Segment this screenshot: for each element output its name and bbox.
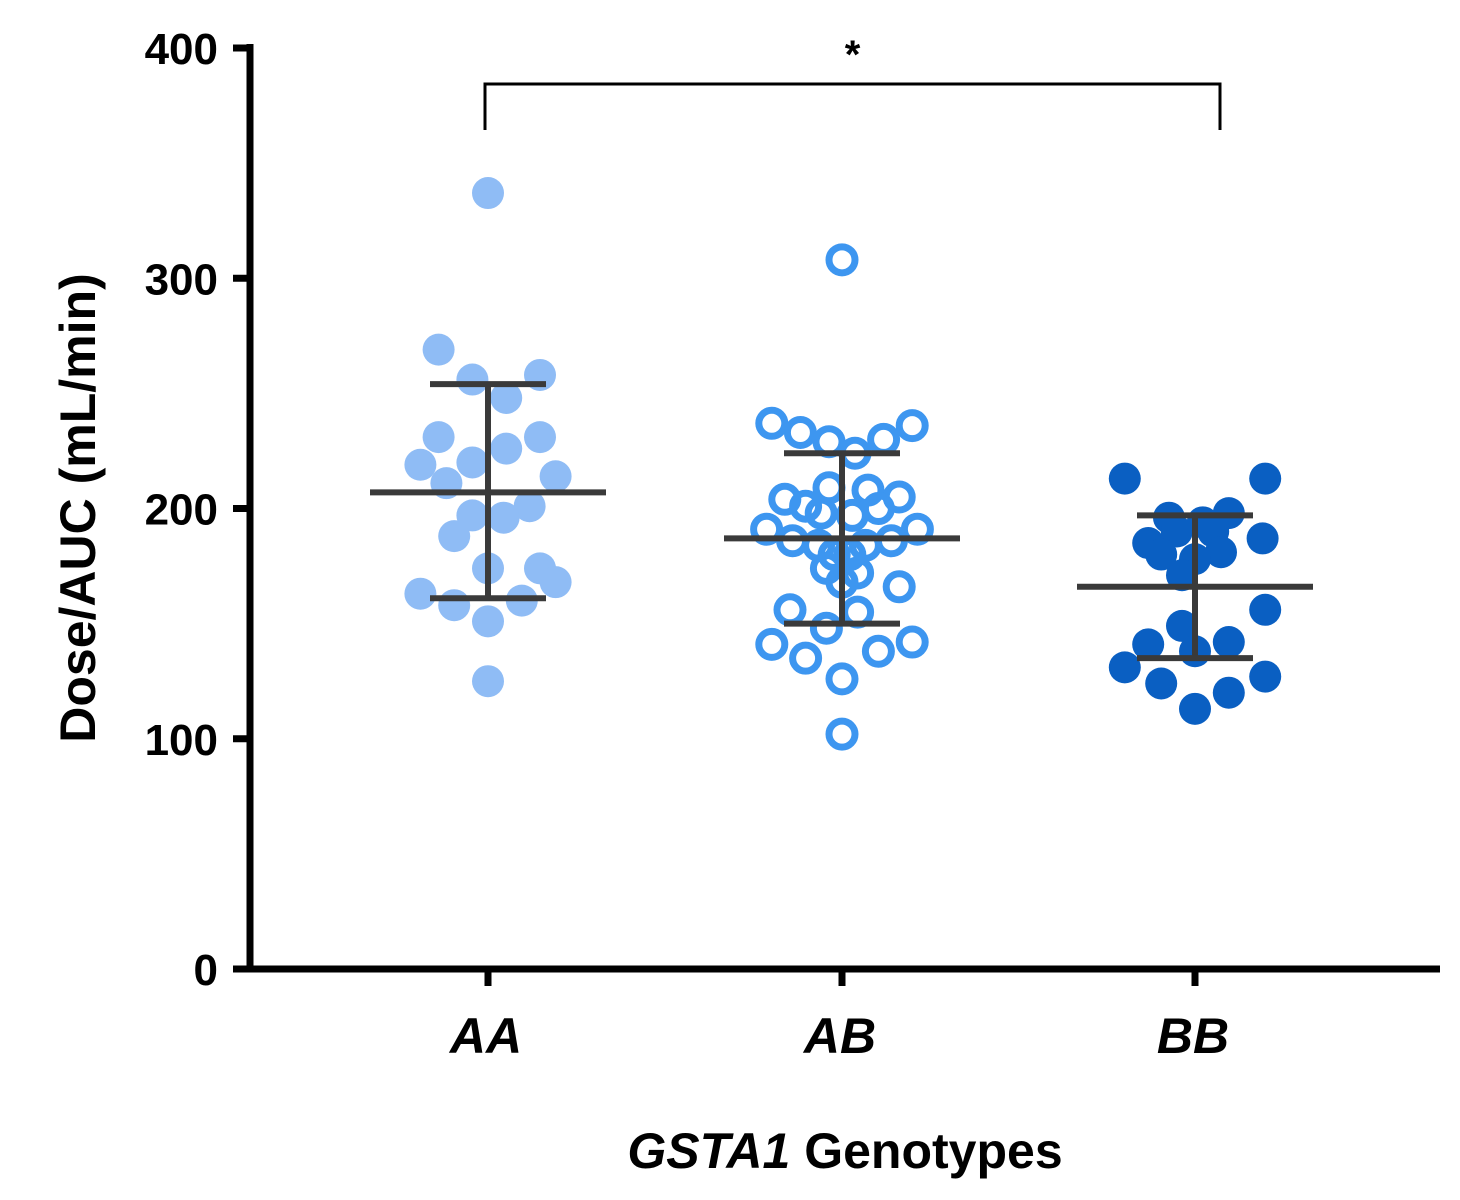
x-axis-title-rest: Genotypes <box>790 1123 1062 1179</box>
y-ticks: 0 100 200 300 400 <box>145 25 250 995</box>
data-point-aa <box>456 446 489 479</box>
data-point-bb <box>1108 462 1141 495</box>
data-point-ab <box>789 489 823 523</box>
mean-sd-bars <box>370 381 1313 662</box>
y-tick-label: 200 <box>145 486 218 535</box>
data-point-bb <box>1166 559 1198 592</box>
data-point-ab <box>773 593 807 627</box>
data-point-aa <box>404 448 437 481</box>
data-point-aa <box>490 381 523 414</box>
data-point-aa <box>472 665 504 698</box>
data-point-bb <box>1145 538 1178 571</box>
data-point-bb <box>1145 667 1178 700</box>
data-point-bb <box>1246 522 1279 555</box>
x-tick-label: AB <box>802 1008 876 1064</box>
significance-bracket-line <box>483 82 1222 130</box>
data-point-ab <box>809 611 843 645</box>
data-point-bb <box>1205 536 1237 569</box>
x-axis-title: GSTA1 Genotypes <box>627 1123 1062 1179</box>
data-point-aa <box>487 501 520 534</box>
data-point-bb <box>1108 651 1141 684</box>
data-point-bb <box>1179 692 1211 725</box>
data-point-bb <box>1166 609 1198 642</box>
data-point-ab <box>755 406 789 440</box>
data-point-aa <box>539 566 572 599</box>
data-point-aa <box>404 577 437 610</box>
data-point-ab <box>895 625 929 659</box>
data-point-bb <box>1249 660 1282 693</box>
data-point-ab <box>789 641 823 675</box>
data-point-bb <box>1249 462 1282 495</box>
data-point-ab <box>825 243 859 277</box>
y-tick-label: 0 <box>194 946 218 995</box>
data-point-ab <box>833 538 867 572</box>
data-point-ab <box>750 512 784 546</box>
data-point-ab <box>882 570 916 604</box>
data-point-ab <box>783 416 817 450</box>
data-point-aa <box>472 605 504 638</box>
data-point-aa <box>456 363 489 396</box>
data-point-aa <box>472 177 504 210</box>
data-point-aa <box>438 589 471 622</box>
data-point-aa <box>438 520 471 553</box>
x-ticks: AA AB BB <box>448 969 1229 1064</box>
data-point-aa <box>490 432 523 465</box>
data-point-ab <box>825 662 859 696</box>
data-point-aa <box>422 421 455 454</box>
x-tick-label: AA <box>448 1008 522 1064</box>
data-point-aa <box>456 499 489 532</box>
data-point-ab <box>900 512 934 546</box>
y-axis-title: Dose/AUC (mL/min) <box>50 273 106 742</box>
y-tick-label: 100 <box>145 716 218 765</box>
data-point-bb <box>1249 593 1282 626</box>
significance-bracket: * <box>483 33 1222 130</box>
data-point-ab <box>895 409 929 443</box>
data-point-aa <box>524 421 556 454</box>
data-point-ab <box>804 496 838 530</box>
y-tick-label: 300 <box>145 255 218 304</box>
data-point-bb <box>1212 676 1245 709</box>
significance-asterisk: * <box>845 33 861 77</box>
data-point-ab <box>825 717 859 751</box>
x-tick-label: BB <box>1157 1008 1229 1064</box>
data-point-aa <box>422 333 455 366</box>
data-point-aa <box>539 460 572 493</box>
data-point-bb <box>1160 515 1193 548</box>
data-point-bb <box>1212 626 1245 659</box>
data-point-ab <box>867 422 901 456</box>
data-point-bb <box>1132 628 1165 661</box>
y-tick-label: 400 <box>145 25 218 74</box>
data-point-ab <box>755 627 789 661</box>
data-point-aa <box>513 490 546 523</box>
data-point-ab <box>861 634 895 668</box>
x-axis-title-gene: GSTA1 <box>627 1123 790 1179</box>
